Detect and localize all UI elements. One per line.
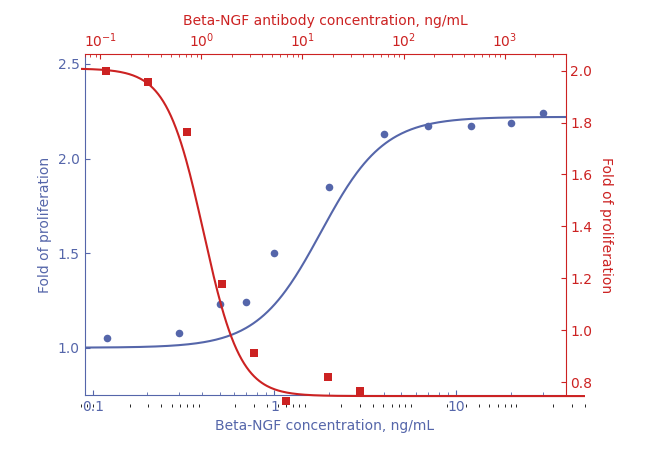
Point bbox=[143, 78, 153, 85]
Point bbox=[422, 123, 433, 130]
Point bbox=[249, 350, 259, 357]
Y-axis label: Fold of proliferation: Fold of proliferation bbox=[38, 157, 52, 293]
Point bbox=[101, 68, 111, 75]
X-axis label: Beta-NGF concentration, ng/mL: Beta-NGF concentration, ng/mL bbox=[215, 419, 435, 434]
Y-axis label: Fold of proliferation: Fold of proliferation bbox=[599, 157, 614, 293]
Point bbox=[324, 183, 334, 191]
Point bbox=[217, 281, 228, 288]
Point bbox=[214, 301, 225, 308]
Point bbox=[506, 119, 516, 126]
Point bbox=[355, 387, 365, 395]
Point bbox=[323, 374, 333, 381]
Point bbox=[174, 329, 185, 336]
Point bbox=[465, 123, 476, 130]
Point bbox=[281, 398, 291, 405]
Point bbox=[241, 299, 252, 306]
Point bbox=[538, 109, 548, 117]
Point bbox=[102, 335, 112, 342]
Point bbox=[182, 129, 192, 136]
Point bbox=[379, 130, 389, 138]
X-axis label: Beta-NGF antibody concentration, ng/mL: Beta-NGF antibody concentration, ng/mL bbox=[183, 15, 467, 29]
Point bbox=[269, 249, 280, 257]
